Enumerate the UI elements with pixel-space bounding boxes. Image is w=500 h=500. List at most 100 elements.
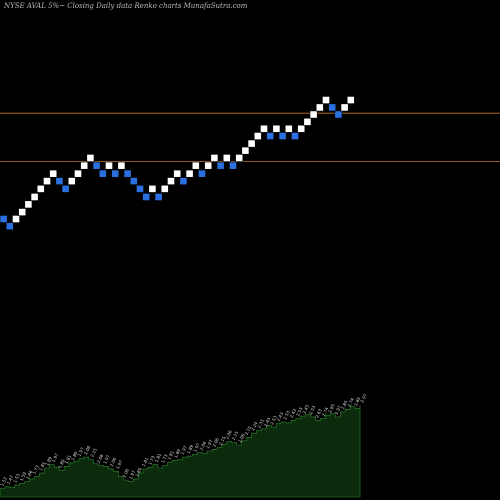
volume-label: 2.06: [83, 445, 92, 456]
renko-brick: [61, 184, 70, 193]
renko-brick: [247, 139, 256, 148]
volume-label: 2.06: [96, 453, 105, 464]
volume-label: 1.97: [51, 452, 60, 463]
renko-brick: [30, 193, 39, 201]
volume-label: 1.47: [6, 474, 15, 485]
renko-brick: [55, 177, 64, 186]
volume-label: 1.81: [38, 461, 47, 472]
renko-brick: [241, 146, 250, 155]
renko-brick: [167, 177, 175, 186]
renko-brick: [43, 177, 51, 186]
renko-brick: [303, 117, 312, 126]
renko-brick: [328, 103, 337, 112]
volume-label: 2.15: [218, 435, 227, 446]
renko-brick: [129, 177, 138, 186]
renko-brick: [0, 215, 8, 223]
renko-brick: [36, 184, 45, 193]
volume-label: 1.97: [192, 442, 201, 453]
volume-label: 2.24: [250, 421, 259, 432]
renko-brick: [142, 193, 151, 201]
renko-brick: [235, 154, 244, 162]
volume-label: 2.15: [89, 447, 98, 458]
renko-brick: [160, 184, 169, 193]
renko-brick: [98, 169, 107, 178]
volume-label: 2.06: [109, 456, 118, 467]
renko-brick: [291, 132, 299, 140]
volume-label: 1.89: [173, 448, 182, 459]
renko-brick: [5, 222, 14, 231]
renko-brick: [198, 169, 206, 178]
renko-brick: [322, 96, 330, 104]
renko-brick: [179, 177, 188, 186]
volume-label: 2.85: [353, 396, 362, 407]
volume-label: 1.97: [205, 439, 214, 450]
volume-label: 2.06: [199, 440, 208, 451]
renko-brick: [49, 169, 58, 178]
renko-brick: [80, 161, 89, 170]
renko-brick: [185, 169, 194, 178]
renko-brick: [340, 103, 349, 112]
renko-bricks: [0, 96, 355, 231]
volume-label: 2.33: [256, 418, 265, 429]
renko-brick: [272, 124, 281, 133]
volume-label: 1.97: [76, 446, 85, 457]
volume-label: 1.59: [19, 471, 28, 482]
volume-label: 1.53: [12, 473, 21, 484]
renko-brick: [173, 169, 182, 178]
volume-label: 1.97: [128, 469, 137, 480]
renko-brick: [154, 193, 163, 201]
renko-brick: [74, 169, 82, 178]
volume-label: 2.15: [231, 430, 240, 441]
volume-label: 1.89: [44, 456, 53, 467]
volume-label: 1.81: [166, 450, 175, 461]
volume-label: 1.81: [154, 452, 163, 463]
renko-brick: [253, 132, 262, 140]
renko-brick: [123, 169, 132, 178]
renko-brick: [284, 124, 293, 133]
volume-label: 2.06: [211, 437, 220, 448]
volume-label: 2.53: [282, 410, 291, 421]
chart-title: NYSE AVAL 5%~ Closing Daily data Renko c…: [4, 2, 248, 10]
renko-brick: [204, 161, 213, 170]
renko-brick: [216, 161, 225, 170]
renko-brick: [136, 184, 144, 193]
volume-label: 2.74: [346, 397, 355, 408]
renko-brick: [260, 124, 268, 133]
volume-label: 2.43: [263, 416, 272, 427]
volume-label: 2.15: [244, 425, 253, 436]
volume-label: 1.81: [64, 454, 73, 465]
renko-brick: [297, 124, 306, 133]
renko-brick: [210, 154, 219, 162]
renko-brick: [12, 215, 20, 223]
volume-label: 1.89: [134, 467, 143, 478]
renko-brick: [111, 169, 120, 178]
renko-brick: [92, 161, 101, 170]
volume-label: 2.63: [314, 408, 323, 419]
renko-brick: [229, 161, 237, 170]
renko-brick: [346, 96, 355, 104]
renko-brick: [309, 110, 318, 119]
volume-label: 2.53: [269, 415, 278, 426]
volume-label: 2.97: [334, 404, 343, 415]
volume-label: 2.43: [276, 411, 285, 422]
volume-label: 1.81: [141, 456, 150, 467]
renko-brick: [24, 200, 33, 209]
renko-brick: [148, 184, 157, 193]
volume-label: 1.89: [70, 450, 79, 461]
renko-brick: [334, 110, 343, 119]
volume-panel: 1.531.471.531.591.661.731.811.891.971.89…: [0, 393, 368, 498]
volume-label: 1.97: [179, 445, 188, 456]
volume-label: 1.73: [31, 464, 40, 475]
volume-label: 2.43: [301, 404, 310, 415]
volume-label: 1.66: [25, 469, 34, 480]
renko-brick: [191, 161, 200, 170]
renko-brick: [315, 103, 324, 112]
renko-brick: [117, 161, 126, 170]
volume-label: 2.74: [321, 406, 330, 417]
volume-label: 1.53: [0, 476, 8, 487]
renko-brick: [278, 132, 287, 140]
renko-brick: [222, 154, 231, 162]
renko-brick: [67, 177, 76, 186]
volume-label: 2.43: [289, 408, 298, 419]
